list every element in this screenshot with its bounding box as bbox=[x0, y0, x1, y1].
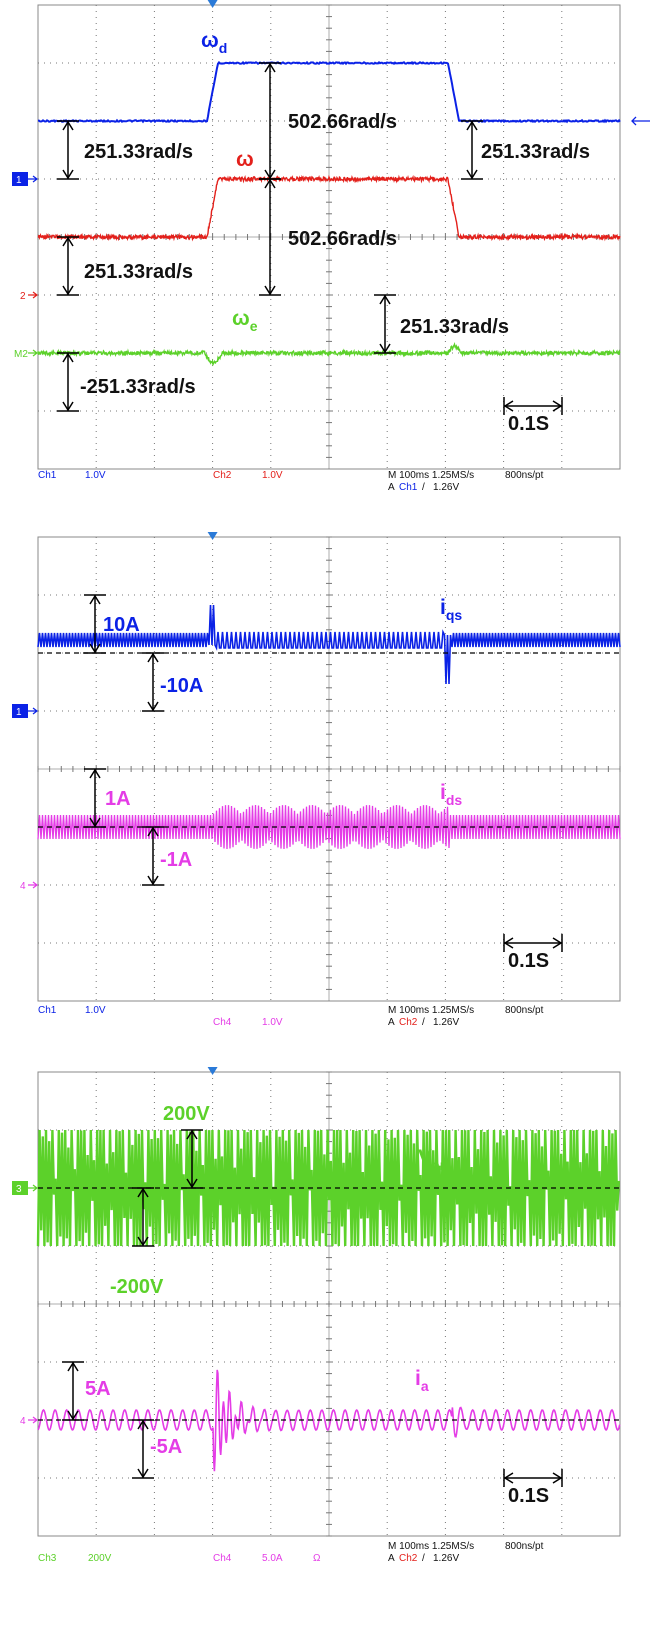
label: A bbox=[388, 1017, 395, 1028]
label: Ch4 bbox=[213, 1553, 232, 1564]
label: -5A bbox=[150, 1436, 182, 1458]
trigger-marker bbox=[208, 0, 218, 8]
label: 800ns/pt bbox=[505, 1005, 544, 1016]
label: 800ns/pt bbox=[505, 1541, 544, 1552]
marker-arrow bbox=[28, 1417, 37, 1423]
label: Ch4 bbox=[213, 1017, 232, 1028]
label: 251.33rad/s bbox=[84, 141, 193, 163]
symbol-label: ωd bbox=[201, 29, 227, 56]
page: html,body{margin:0;padding:0;background:… bbox=[0, 0, 660, 1646]
label: 1.0V bbox=[262, 470, 283, 481]
label: 1A bbox=[105, 788, 131, 810]
label: 1.0V bbox=[262, 1017, 283, 1028]
label: -1A bbox=[160, 849, 192, 871]
label: Ch2 bbox=[399, 1017, 418, 1028]
symbol-subscript: ds bbox=[446, 792, 463, 808]
label: 1 bbox=[16, 175, 22, 186]
symbol-label: ω bbox=[236, 148, 254, 171]
label: 251.33rad/s bbox=[84, 261, 193, 283]
label: 3 bbox=[16, 1184, 22, 1195]
label: 0.1S bbox=[508, 1485, 549, 1507]
label: / bbox=[422, 1017, 425, 1028]
label: 0.1S bbox=[508, 413, 549, 435]
symbol-subscript: a bbox=[421, 1378, 429, 1394]
marker-arrow bbox=[28, 882, 37, 888]
label: A bbox=[388, 1553, 395, 1564]
label: 200V bbox=[88, 1553, 112, 1564]
marker-arrow bbox=[28, 292, 37, 298]
label: 1.26V bbox=[433, 482, 459, 493]
label: 4 bbox=[20, 1416, 26, 1427]
marker-arrow bbox=[28, 350, 37, 356]
trigger-marker bbox=[208, 532, 218, 540]
label: Ch3 bbox=[38, 1553, 57, 1564]
symbol-main: ω bbox=[236, 148, 254, 171]
marker-arrow bbox=[28, 1185, 37, 1191]
label: Ω bbox=[313, 1553, 321, 1564]
label: Ch1 bbox=[38, 1005, 57, 1016]
oscilloscope-figure: 251.33rad/s 502.66rad/s 251.33rad/s 502.66r… bbox=[0, 0, 660, 1646]
label: / bbox=[422, 482, 425, 493]
label: 200V bbox=[163, 1103, 210, 1125]
label: 1.26V bbox=[433, 1553, 459, 1564]
label: 251.33rad/s bbox=[481, 141, 590, 163]
label: M 100ms 1.25MS/s bbox=[388, 1005, 474, 1016]
marker-arrow bbox=[28, 708, 37, 714]
label: 502.66rad/s bbox=[288, 228, 397, 250]
label: Ch2 bbox=[213, 470, 232, 481]
label: M 100ms 1.25MS/s bbox=[388, 470, 474, 481]
label: 5.0A bbox=[262, 1553, 283, 1564]
label: M 100ms 1.25MS/s bbox=[388, 1541, 474, 1552]
label: 0.1S bbox=[508, 950, 549, 972]
label: -200V bbox=[110, 1276, 164, 1298]
label: -10A bbox=[160, 675, 203, 697]
label: Ch1 bbox=[38, 470, 57, 481]
label: 800ns/pt bbox=[505, 470, 544, 481]
label: 1.0V bbox=[85, 470, 106, 481]
label: 1 bbox=[16, 707, 22, 718]
label: / bbox=[422, 1553, 425, 1564]
label: 10A bbox=[103, 614, 140, 636]
symbol-main: ω bbox=[201, 29, 219, 52]
label: 2 bbox=[20, 291, 26, 302]
symbol-subscript: d bbox=[219, 40, 228, 56]
label: 251.33rad/s bbox=[400, 316, 509, 338]
label: M2 bbox=[14, 349, 28, 360]
trigger-marker bbox=[208, 1067, 218, 1075]
label: 1.0V bbox=[85, 1005, 106, 1016]
symbol-subscript: qs bbox=[446, 607, 463, 623]
symbol-label: ωe bbox=[232, 307, 258, 334]
label: 1.26V bbox=[433, 1017, 459, 1028]
symbol-subscript: an bbox=[432, 1157, 448, 1173]
marker-arrow bbox=[28, 176, 37, 182]
label: -251.33rad/s bbox=[80, 376, 196, 398]
symbol-subscript: e bbox=[250, 318, 258, 334]
label: Ch1 bbox=[399, 482, 418, 493]
label: A bbox=[388, 482, 395, 493]
symbol-label: iqs bbox=[440, 596, 462, 623]
label: 502.66rad/s bbox=[288, 111, 397, 133]
symbol-label: ia bbox=[415, 1367, 429, 1394]
label: Ch2 bbox=[399, 1553, 418, 1564]
label: 5A bbox=[85, 1378, 111, 1400]
offset-arrow bbox=[632, 117, 650, 125]
symbol-main: ω bbox=[232, 307, 250, 330]
symbol-main: V bbox=[418, 1146, 432, 1169]
label: 4 bbox=[20, 881, 26, 892]
symbol-label: ids bbox=[440, 781, 462, 808]
body: {"panels":[ {"symbols":[{"main":"ω","sub… bbox=[0, 0, 660, 1646]
